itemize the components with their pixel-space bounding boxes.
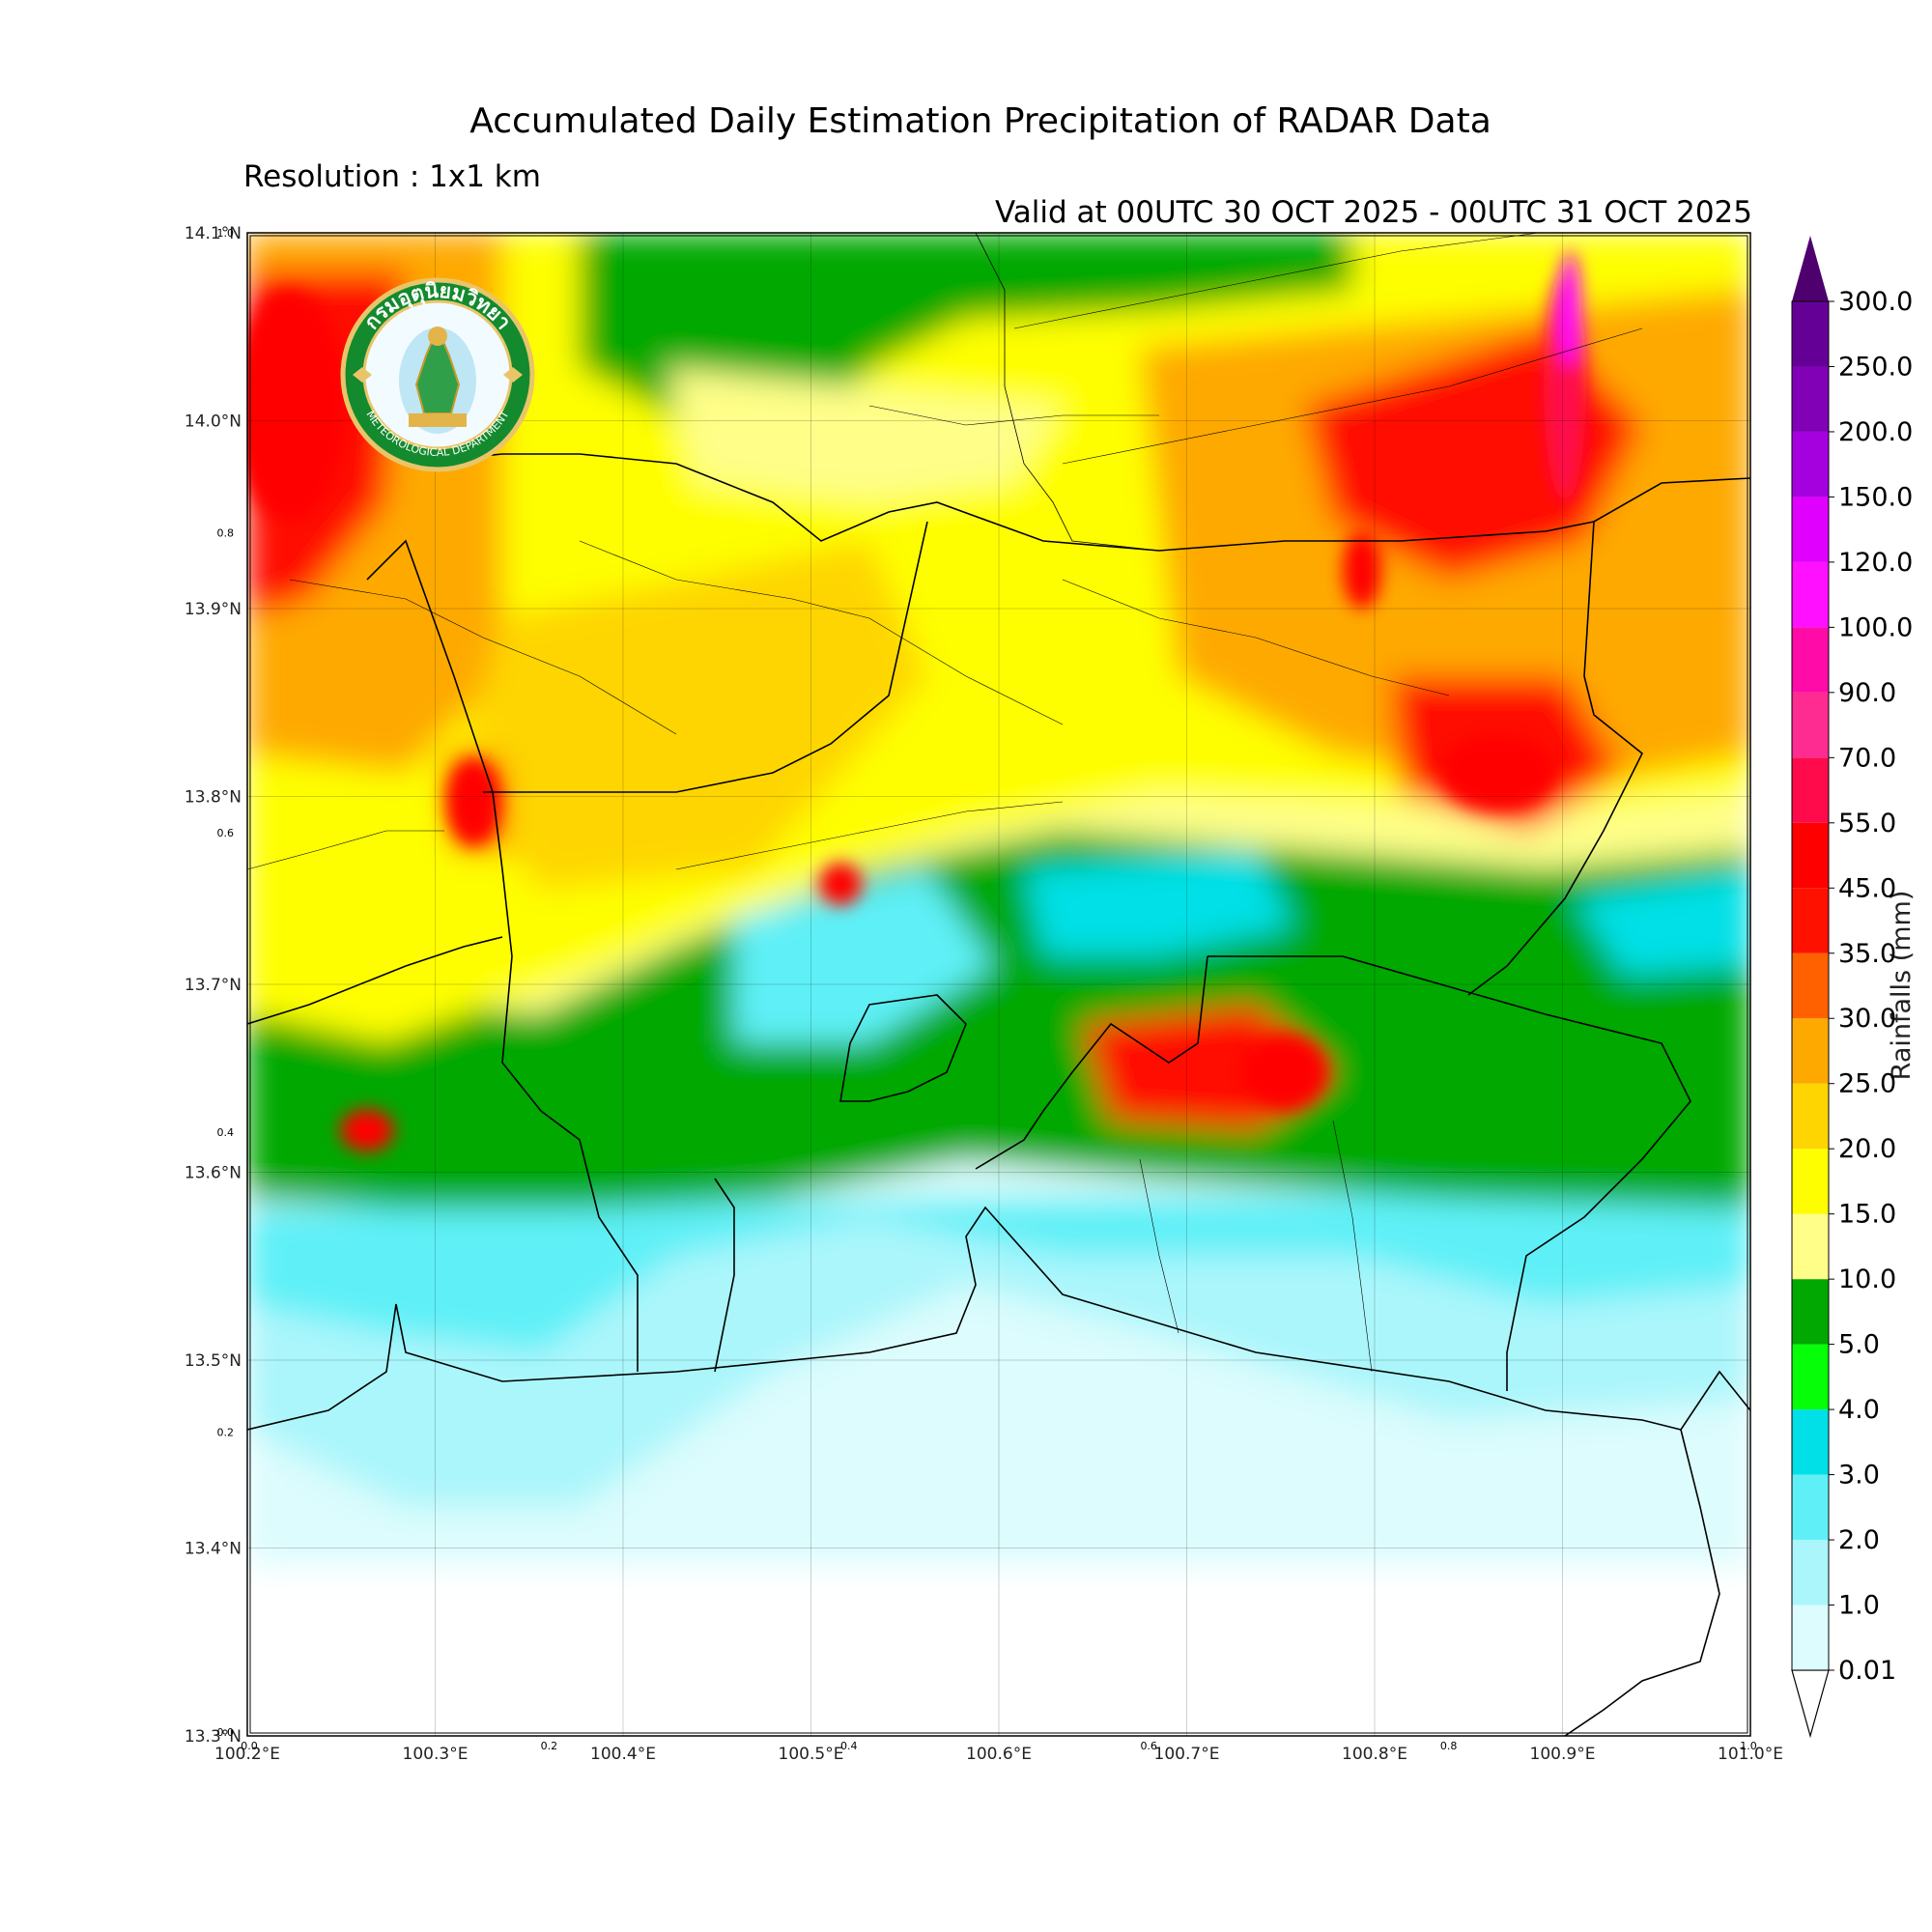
minor-x-tick-label: 0.0 [241,1740,258,1752]
colorbar-tick-label: 150.0 [1838,482,1913,512]
colorbar-tick-label: 200.0 [1838,417,1913,447]
colorbar-tick-label: 3.0 [1838,1461,1880,1491]
minor-y-tick-label: 0.6 [217,827,235,839]
lat-tick-label: 14.0°N [185,412,242,432]
colorbar-extend-max [1792,236,1829,301]
colorbar-tick-label: 35.0 [1838,939,1896,969]
lat-tick-label: 13.7°N [185,976,242,995]
lon-tick-label: 100.6°E [966,1745,1032,1764]
colorbar-tick-label: 0.01 [1838,1656,1896,1686]
colorbar-swatch [1792,431,1829,497]
minor-x-tick-label: 1.0 [1740,1740,1757,1752]
colorbar-swatch [1792,627,1829,693]
colorbar-tick-label: 90.0 [1838,678,1896,708]
lat-tick-label: 14.1°N [185,224,242,243]
colorbar-tick-label: 30.0 [1838,1004,1896,1034]
colorbar-swatch [1792,1279,1829,1345]
colorbar-swatch [1792,757,1829,823]
map-title: Accumulated Daily Estimation Precipitati… [469,101,1492,141]
colorbar-swatch [1792,497,1829,562]
lat-tick-label: 13.8°N [185,788,242,808]
colorbar-swatch [1792,561,1829,628]
lon-tick-label: 100.4°E [590,1745,656,1764]
colorbar-swatch [1792,1409,1829,1475]
colorbar-swatch [1792,1083,1829,1150]
colorbar-extend-min [1791,1669,1830,1739]
valid-time-label: Valid at 00UTC 30 OCT 2025 - 00UTC 31 OC… [994,195,1752,230]
colorbar-swatch [1792,1149,1829,1214]
colorbar-tick-label: 1.0 [1838,1591,1880,1621]
minor-x-tick-label: 0.8 [1440,1740,1458,1752]
colorbar-title: Rainfalls (mm) [1887,891,1917,1081]
lon-tick-label: 100.2°E [214,1745,280,1764]
colorbar-swatch [1792,1213,1829,1280]
minor-y-tick-label: 1.0 [217,227,235,240]
lon-tick-label: 101.0°E [1718,1745,1783,1764]
plot-frame [246,232,1751,1737]
colorbar-tick-label: 55.0 [1838,809,1896,838]
colorbar: Rainfalls (mm) 0.01 1.0 2.0 3.0 4.0 5.0 10.0 15… [1791,236,1917,1739]
lon-tick-label: 100.7°E [1154,1745,1220,1764]
colorbar-tick-label: 120.0 [1838,548,1913,578]
minor-x-tick-label: 0.4 [840,1740,858,1752]
colorbar-tick-label: 4.0 [1838,1395,1880,1425]
minor-x-tick-label: 0.2 [541,1740,558,1752]
colorbar-swatch [1792,1344,1829,1410]
minor-y-tick-label: 0.4 [217,1126,235,1139]
colorbar-swatch [1792,1018,1829,1084]
colorbar-tick-label: 45.0 [1838,873,1896,903]
colorbar-swatch [1792,822,1829,889]
colorbar-tick-label: 25.0 [1838,1069,1896,1099]
colorbar-swatch [1792,1540,1829,1605]
lon-tick-label: 100.9°E [1530,1745,1596,1764]
boundaries [247,233,1750,1736]
lon-tick-label: 100.3°E [403,1745,469,1764]
colorbar-tick-label: 2.0 [1838,1525,1880,1555]
colorbar-swatch [1792,366,1829,432]
meteorological-department-logo: กรมอุตุนิยมวิทยา METEOROLOGICAL DEPARTME… [340,277,535,472]
lat-tick-label: 13.4°N [185,1540,242,1559]
lon-tick-label: 100.8°E [1342,1745,1407,1764]
colorbar-swatch [1792,888,1829,953]
minor-y-tick-label: 0.2 [217,1427,235,1439]
precipitation-field [247,233,1750,1736]
lon-tick-label: 100.5°E [779,1745,844,1764]
colorbar-tick-label: 15.0 [1838,1200,1896,1230]
colorbar-tick-label: 250.0 [1838,352,1913,382]
axis-tick-labels: 100.2°E 100.3°E 100.4°E 100.5°E 100.6°E 100.7… [185,224,1783,1764]
plot-inner-frame [249,235,1748,1734]
lat-tick-label: 13.6°N [185,1164,242,1183]
colorbar-swatch [1792,692,1829,758]
colorbar-tick-label: 100.0 [1838,612,1913,642]
colorbar-swatch [1792,1605,1829,1670]
minor-x-tick-label: 0.6 [1140,1740,1157,1752]
minor-y-tick-label: 0.8 [217,526,235,539]
minor-y-tick-label: 0.0 [217,1726,235,1739]
colorbar-tick-label: 20.0 [1838,1134,1896,1164]
lat-tick-label: 13.9°N [185,600,242,619]
colorbar-tick-label: 5.0 [1838,1330,1880,1360]
colorbar-tick-label: 70.0 [1838,743,1896,773]
colorbar-tick-label: 10.0 [1838,1264,1896,1294]
colorbar-swatch [1792,301,1829,367]
resolution-label: Resolution : 1x1 km [243,159,541,194]
colorbar-swatch [1792,952,1829,1019]
lat-tick-label: 13.3°N [185,1727,242,1747]
colorbar-swatch [1792,1474,1829,1541]
rain-cells [247,251,1586,1151]
lat-tick-label: 13.5°N [185,1351,242,1371]
colorbar-tick-label: 300.0 [1838,287,1913,317]
